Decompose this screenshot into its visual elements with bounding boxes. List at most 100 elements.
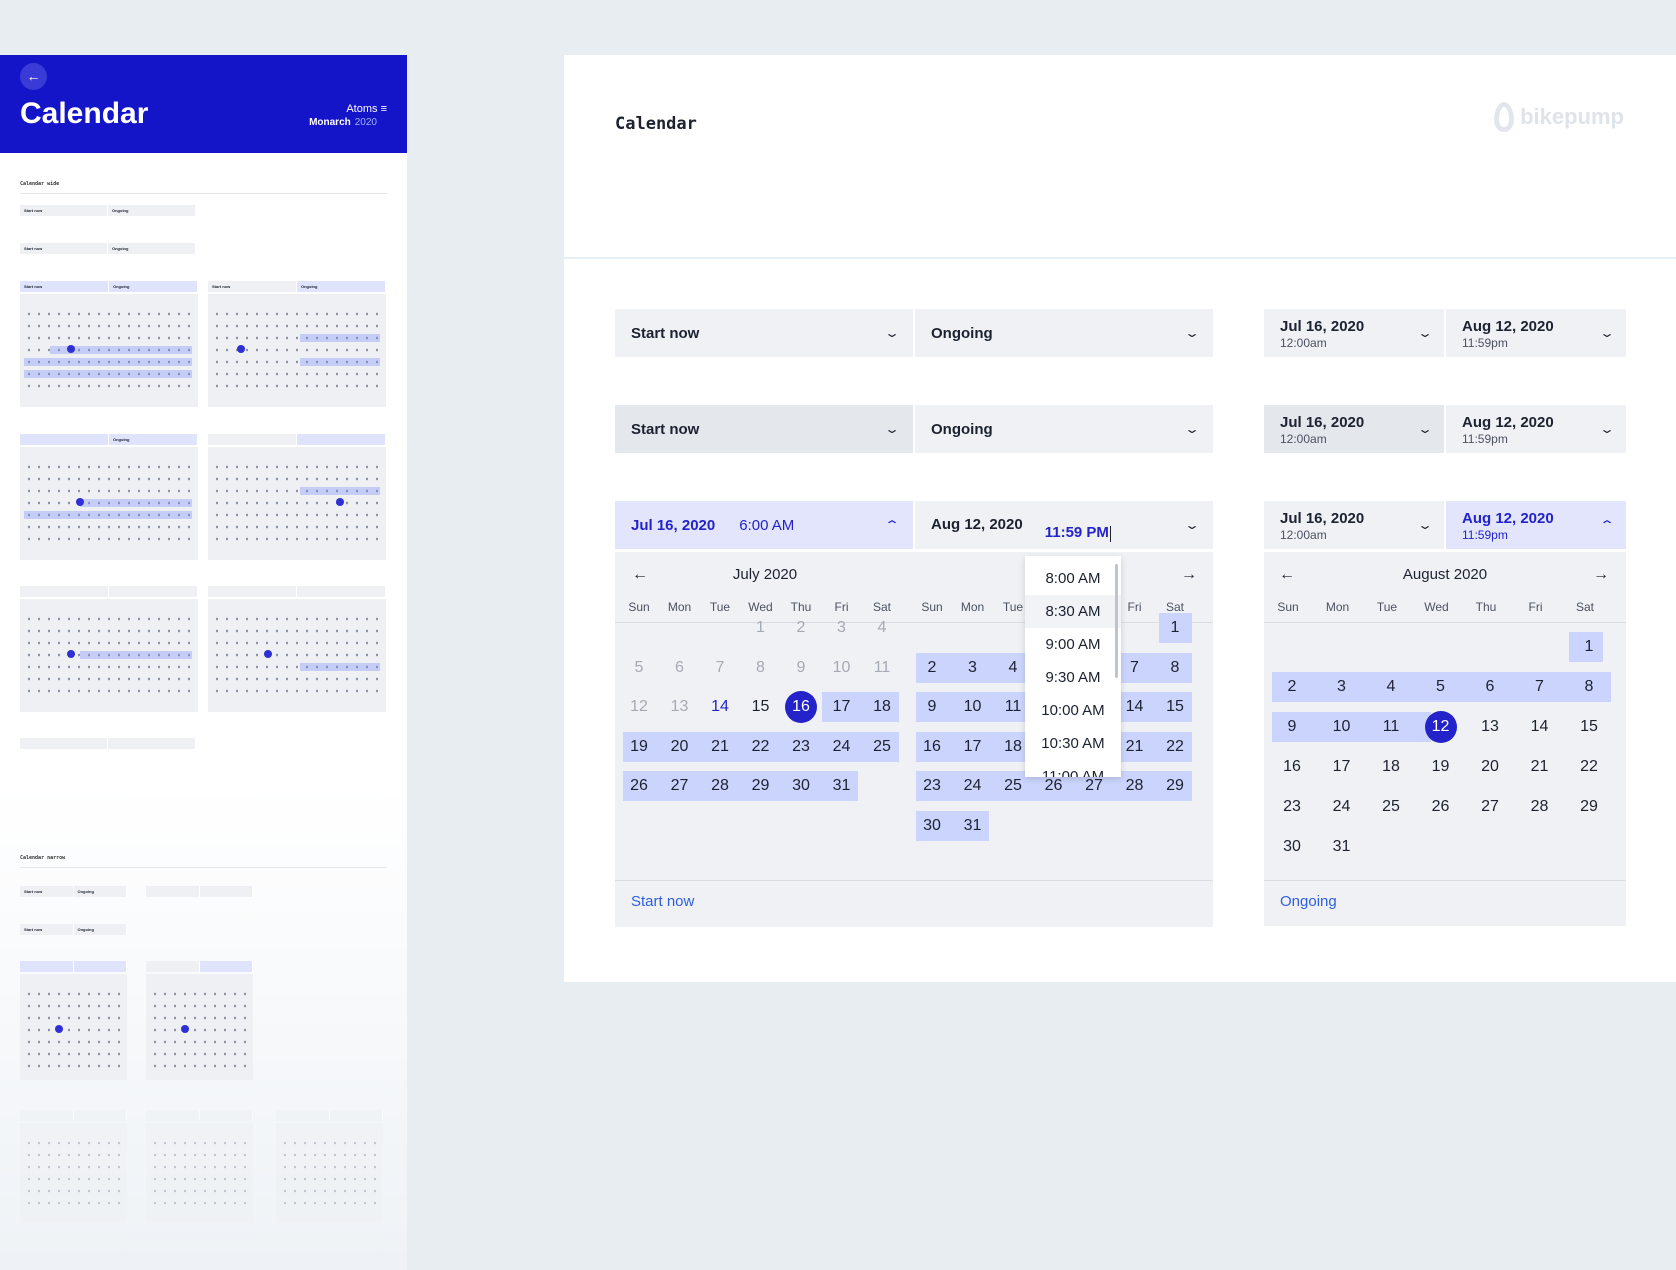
calendar-day[interactable]: 25	[873, 737, 891, 755]
calendar-day[interactable]: 2	[927, 658, 937, 676]
calendar-day[interactable]: 14	[1125, 698, 1144, 715]
calendar-day[interactable]: 14	[711, 698, 729, 715]
calendar-day[interactable]: 29	[751, 777, 770, 794]
calendar-day[interactable]: 4	[877, 619, 887, 636]
calendar-day[interactable]: 10	[1332, 718, 1351, 735]
calendar-day[interactable]: 2	[1287, 678, 1297, 695]
calendar-day[interactable]: 1	[1170, 619, 1180, 636]
calendar-day[interactable]: 30	[1283, 838, 1301, 855]
calendar-day[interactable]: 20	[1481, 758, 1499, 775]
calendar-day[interactable]: 18	[1004, 737, 1022, 755]
start-now-field[interactable]: Start now ⌄	[615, 309, 913, 357]
calendar-day[interactable]: 20	[670, 737, 689, 755]
calendar-day[interactable]: 26	[630, 777, 648, 794]
calendar-day[interactable]: 22	[1580, 758, 1598, 775]
calendar-day[interactable]: 24	[1332, 798, 1351, 815]
time-option[interactable]: 8:00 AM	[1045, 570, 1101, 587]
ongoing-link[interactable]: Ongoing	[1280, 893, 1337, 910]
prev-month-button-narrow[interactable]: ←	[1279, 566, 1295, 584]
time-option[interactable]: 9:30 AM	[1045, 669, 1101, 686]
calendar-day[interactable]: 30	[923, 816, 941, 834]
calendar-day[interactable]: 9	[796, 658, 806, 676]
calendar-day[interactable]: 10	[963, 698, 982, 715]
calendar-day[interactable]: 21	[711, 737, 729, 755]
time-option[interactable]: 8:30 AM	[1025, 595, 1121, 628]
calendar-day[interactable]: 22	[1166, 737, 1184, 755]
calendar-day[interactable]: 30	[792, 777, 810, 794]
calendar-day[interactable]: 1	[1584, 638, 1594, 655]
calendar-day[interactable]: 5	[1436, 678, 1445, 695]
calendar-day[interactable]: 13	[670, 698, 689, 715]
calendar-day[interactable]: 23	[792, 737, 810, 755]
calendar-day[interactable]: 29	[1166, 777, 1184, 794]
calendar-day[interactable]: 23	[1283, 798, 1301, 815]
calendar-day[interactable]: 29	[1580, 798, 1598, 815]
ongoing-field[interactable]: Ongoing ⌄	[915, 309, 1213, 357]
calendar-day[interactable]: 3	[1337, 678, 1346, 695]
calendar-day[interactable]: 18	[1382, 758, 1400, 775]
selected-day[interactable]: 12	[1424, 711, 1457, 743]
calendar-day[interactable]: 31	[963, 816, 982, 834]
calendar-day[interactable]: 11	[1004, 698, 1022, 715]
calendar-day[interactable]: 25	[1382, 798, 1400, 815]
calendar-day[interactable]: 21	[1530, 758, 1549, 775]
end-date-field-active[interactable]: Aug 12, 2020 11:59pm ⌃	[1446, 501, 1626, 549]
calendar-day[interactable]: 24	[832, 737, 851, 755]
prev-month-button[interactable]: ←	[632, 566, 648, 584]
selected-day[interactable]: 16	[785, 691, 817, 723]
start-date-field[interactable]: Jul 16, 2020 12:00am ⌄	[1264, 309, 1444, 357]
calendar-day[interactable]: 28	[1125, 777, 1144, 794]
time-option[interactable]: 11:00 AM	[1041, 768, 1105, 777]
calendar-day[interactable]: 5	[634, 658, 644, 676]
calendar-day[interactable]: 27	[670, 777, 689, 794]
end-date-field-2[interactable]: Aug 12, 2020 11:59pm ⌄	[1446, 405, 1626, 453]
back-button[interactable]: ←	[20, 63, 47, 90]
calendar-day[interactable]: 16	[1283, 758, 1301, 775]
calendar-day[interactable]: 15	[1166, 698, 1184, 715]
end-datetime-field[interactable]: Aug 12, 2020 11:59 PM ⌄	[915, 501, 1213, 558]
calendar-day[interactable]: 4	[1386, 678, 1396, 695]
start-date-field-3[interactable]: Jul 16, 2020 12:00am ⌄	[1264, 501, 1444, 549]
calendar-day[interactable]: 3	[837, 619, 846, 636]
calendar-day[interactable]: 9	[927, 698, 937, 715]
calendar-day[interactable]: 27	[1085, 777, 1103, 794]
calendar-day[interactable]: 8	[1170, 658, 1180, 676]
calendar-day[interactable]: 11	[1382, 718, 1400, 735]
calendar-day[interactable]: 1	[756, 619, 765, 636]
calendar-day[interactable]: 9	[1287, 718, 1297, 735]
calendar-day[interactable]: 18	[873, 698, 891, 715]
calendar-day[interactable]: 28	[1530, 798, 1549, 815]
calendar-day[interactable]: 4	[1008, 658, 1018, 676]
next-month-button-narrow[interactable]: →	[1593, 566, 1609, 584]
start-datetime-field-active[interactable]: Jul 16, 2020 6:00 AM ⌃	[615, 501, 913, 549]
calendar-day[interactable]: 19	[1431, 758, 1450, 775]
calendar-day[interactable]: 28	[711, 777, 729, 794]
calendar-day[interactable]: 21	[1125, 737, 1144, 755]
calendar-day[interactable]: 31	[832, 777, 851, 794]
calendar-day[interactable]: 17	[832, 698, 851, 715]
calendar-day[interactable]: 8	[756, 658, 765, 676]
ongoing-field-2[interactable]: Ongoing ⌄	[915, 405, 1213, 453]
end-time-input[interactable]: 11:59 PM	[1044, 524, 1111, 558]
start-now-field-hover[interactable]: Start now ⌄	[615, 405, 913, 453]
calendar-day[interactable]: 15	[1580, 718, 1598, 735]
time-option[interactable]: 9:00 AM	[1045, 636, 1101, 653]
end-date-field[interactable]: Aug 12, 2020 11:59pm ⌄	[1446, 309, 1626, 357]
calendar-day[interactable]: 23	[923, 777, 941, 794]
calendar-day[interactable]: 12	[630, 698, 648, 715]
calendar-day[interactable]: 16	[923, 737, 941, 755]
calendar-day[interactable]: 2	[796, 619, 806, 636]
calendar-day[interactable]: 26	[1044, 777, 1063, 794]
calendar-day[interactable]: 17	[963, 737, 982, 755]
calendar-day[interactable]: 6	[1485, 678, 1495, 695]
calendar-day[interactable]: 13	[1481, 718, 1499, 735]
calendar-day[interactable]: 17	[1332, 758, 1351, 775]
calendar-day[interactable]: 22	[751, 737, 770, 755]
calendar-day[interactable]: 8	[1584, 678, 1594, 695]
calendar-day[interactable]: 26	[1431, 798, 1450, 815]
start-now-link[interactable]: Start now	[631, 893, 695, 910]
calendar-day[interactable]: 14	[1530, 718, 1549, 735]
time-dropdown[interactable]: 8:00 AM 8:30 AM 9:00 AM 9:30 AM 10:00 AM 10:3…	[1025, 556, 1121, 777]
calendar-day[interactable]: 31	[1332, 838, 1351, 855]
time-option[interactable]: 10:00 AM	[1041, 702, 1105, 719]
